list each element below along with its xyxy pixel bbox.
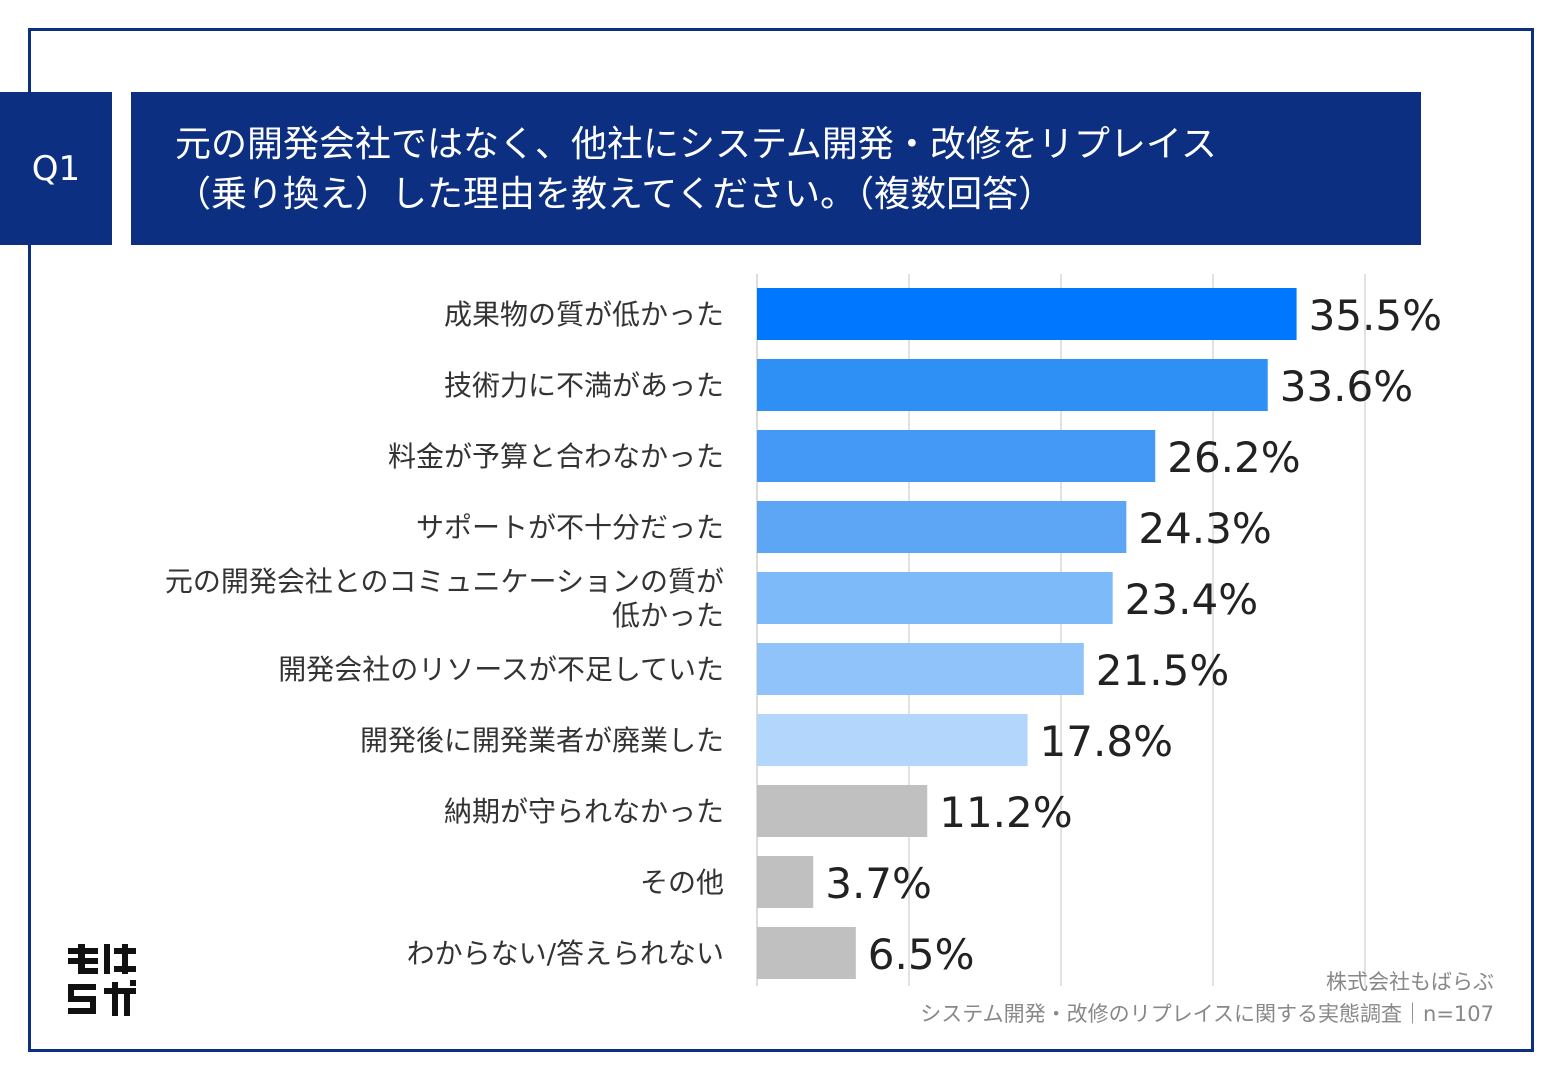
category-label: 元の開発会社とのコミュニケーションの質が xyxy=(165,565,724,598)
bar xyxy=(757,714,1028,766)
bar-value-label: 21.5% xyxy=(1096,646,1229,695)
bar-value-label: 33.6% xyxy=(1280,362,1413,411)
category-label: 開発会社のリソースが不足していた xyxy=(278,653,724,686)
question-title: 元の開発会社ではなく、他社にシステム開発・改修をリプレイス （乗り換え）した理由… xyxy=(131,92,1421,245)
bar-value-label: 17.8% xyxy=(1040,717,1173,766)
outer-frame xyxy=(28,28,1534,1052)
bar-value-label: 26.2% xyxy=(1167,433,1300,482)
bar xyxy=(757,856,814,908)
category-label: 成果物の質が低かった xyxy=(444,298,724,331)
question-title-line2: （乗り換え）した理由を教えてください。（複数回答） xyxy=(175,174,1055,215)
bar-value-label: 6.5% xyxy=(868,930,975,979)
bar-value-label: 35.5% xyxy=(1309,291,1442,340)
bar-value-label: 11.2% xyxy=(939,788,1072,837)
bar xyxy=(757,927,856,979)
bar xyxy=(757,359,1268,411)
bar xyxy=(757,572,1113,624)
bar xyxy=(757,501,1127,553)
category-label: わからない/答えられない xyxy=(407,937,724,970)
category-label: 低かった xyxy=(612,599,724,632)
category-label: 開発後に開発業者が廃業した xyxy=(360,724,724,757)
source-survey: システム開発・改修のリプレイスに関する実態調査｜n=107 xyxy=(920,1002,1494,1026)
category-label: 納期が守られなかった xyxy=(444,795,724,828)
bar-value-label: 3.7% xyxy=(825,859,932,908)
category-label: サポートが不十分だった xyxy=(416,511,724,544)
mobalove-logo xyxy=(68,944,136,1016)
bar-value-label: 23.4% xyxy=(1125,575,1258,624)
bar xyxy=(757,430,1156,482)
category-label: 技術力に不満があった xyxy=(444,369,724,402)
bar-value-label: 24.3% xyxy=(1138,504,1271,553)
source-company: 株式会社もばらぶ xyxy=(1326,970,1494,994)
question-tag: Q1 xyxy=(0,92,112,245)
question-title-line1: 元の開発会社ではなく、他社にシステム開発・改修をリプレイス xyxy=(175,124,1217,165)
bar xyxy=(757,785,928,837)
category-label: その他 xyxy=(640,866,724,899)
category-label: 料金が予算と合わなかった xyxy=(388,440,724,473)
bar xyxy=(757,643,1084,695)
bar xyxy=(757,288,1297,340)
